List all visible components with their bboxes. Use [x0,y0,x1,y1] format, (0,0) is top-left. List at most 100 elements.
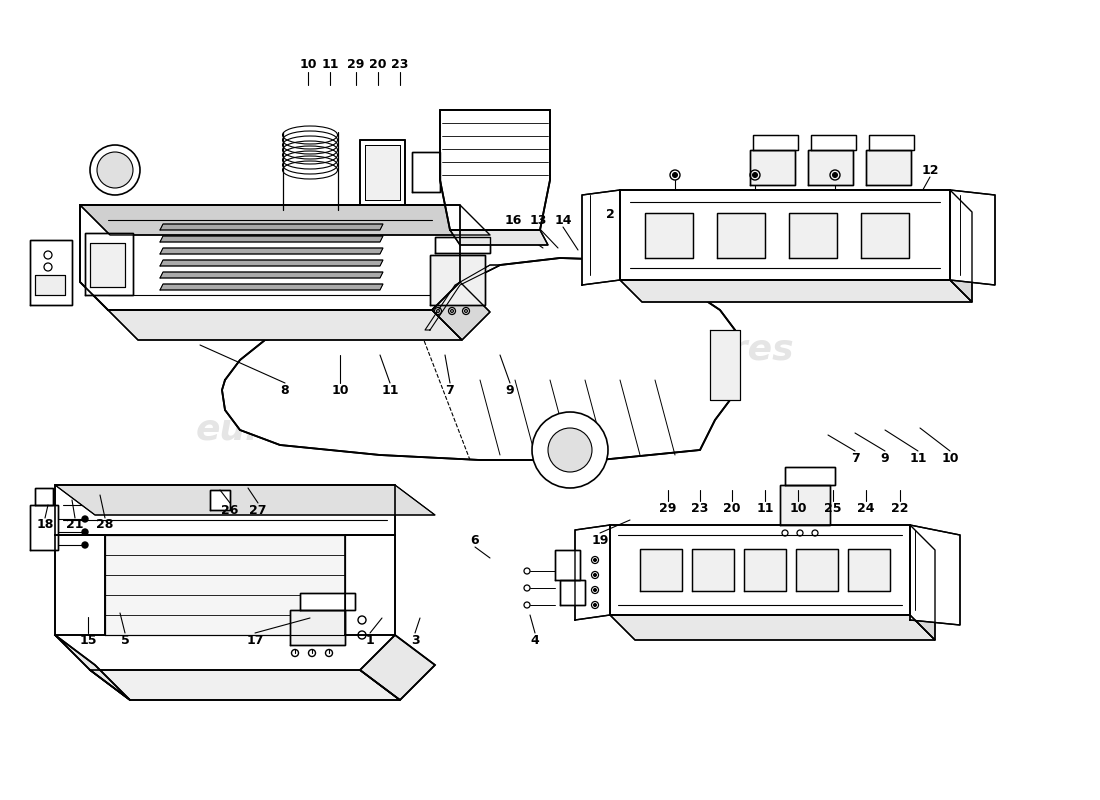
Text: 1: 1 [365,634,374,646]
Circle shape [594,558,596,562]
Polygon shape [425,265,500,330]
Polygon shape [560,580,585,605]
Text: 9: 9 [881,451,889,465]
Polygon shape [430,255,485,305]
Polygon shape [620,190,950,280]
Text: 23: 23 [691,502,708,514]
Text: 24: 24 [857,502,874,514]
Text: 18: 18 [36,518,54,531]
Polygon shape [360,140,405,205]
Text: 27: 27 [250,503,266,517]
Polygon shape [950,190,996,285]
Polygon shape [55,535,104,635]
Polygon shape [869,135,914,150]
Text: 3: 3 [410,634,419,646]
Polygon shape [35,488,53,505]
Text: 17: 17 [246,634,264,646]
Text: eurospares: eurospares [565,333,794,367]
Polygon shape [412,152,440,192]
Polygon shape [360,635,434,700]
Text: 16: 16 [504,214,521,226]
Polygon shape [108,310,462,340]
Polygon shape [910,525,935,640]
Polygon shape [35,275,65,295]
Polygon shape [754,135,798,150]
Text: 21: 21 [66,518,84,531]
Polygon shape [744,549,786,591]
Text: 10: 10 [299,58,317,71]
Text: 29: 29 [659,502,676,514]
Polygon shape [30,240,72,305]
Polygon shape [556,550,580,580]
Text: 9: 9 [506,383,515,397]
Text: 12: 12 [922,163,938,177]
Text: 20: 20 [370,58,387,71]
Polygon shape [808,150,852,185]
Polygon shape [345,535,395,635]
Polygon shape [645,213,693,258]
Circle shape [82,542,88,548]
Polygon shape [640,549,682,591]
Polygon shape [160,248,383,254]
Circle shape [672,173,678,178]
Text: 28: 28 [97,518,113,531]
Circle shape [594,574,596,577]
Polygon shape [160,260,383,266]
Circle shape [82,516,88,522]
Polygon shape [710,330,740,400]
Text: 20: 20 [724,502,740,514]
Text: 26: 26 [221,503,239,517]
Text: 10: 10 [331,383,349,397]
Polygon shape [434,237,490,253]
Polygon shape [750,150,795,185]
Polygon shape [717,213,764,258]
Polygon shape [910,525,960,625]
Polygon shape [692,549,734,591]
Polygon shape [432,282,490,340]
Text: 15: 15 [79,634,97,646]
Text: 8: 8 [280,383,289,397]
Polygon shape [811,135,856,150]
Polygon shape [575,525,611,620]
Polygon shape [55,485,435,515]
Polygon shape [620,280,972,302]
Polygon shape [866,150,911,185]
Circle shape [548,428,592,472]
Polygon shape [90,670,400,700]
Text: 11: 11 [382,383,398,397]
Polygon shape [789,213,837,258]
Polygon shape [80,205,460,310]
Text: 7: 7 [446,383,454,397]
Circle shape [532,412,608,488]
Text: 10: 10 [790,502,806,514]
Polygon shape [55,485,395,535]
Circle shape [451,310,453,313]
Circle shape [437,310,440,313]
Text: 29: 29 [348,58,365,71]
Polygon shape [85,233,133,295]
Polygon shape [55,635,130,700]
Polygon shape [160,236,383,242]
Polygon shape [848,549,890,591]
Polygon shape [796,549,838,591]
Circle shape [594,603,596,606]
Text: eurospares: eurospares [196,413,425,447]
Polygon shape [785,467,835,485]
Polygon shape [450,230,548,245]
Polygon shape [440,110,550,230]
Text: 2: 2 [606,209,615,222]
Polygon shape [610,615,935,640]
Circle shape [464,310,468,313]
Text: 11: 11 [321,58,339,71]
Text: 11: 11 [910,451,926,465]
Text: 11: 11 [757,502,773,514]
Text: 23: 23 [392,58,409,71]
Polygon shape [861,213,909,258]
Polygon shape [780,485,830,525]
Text: 5: 5 [121,634,130,646]
Circle shape [82,529,88,535]
Polygon shape [90,243,125,287]
Polygon shape [365,145,400,200]
Polygon shape [290,610,345,645]
Text: 13: 13 [529,214,547,226]
